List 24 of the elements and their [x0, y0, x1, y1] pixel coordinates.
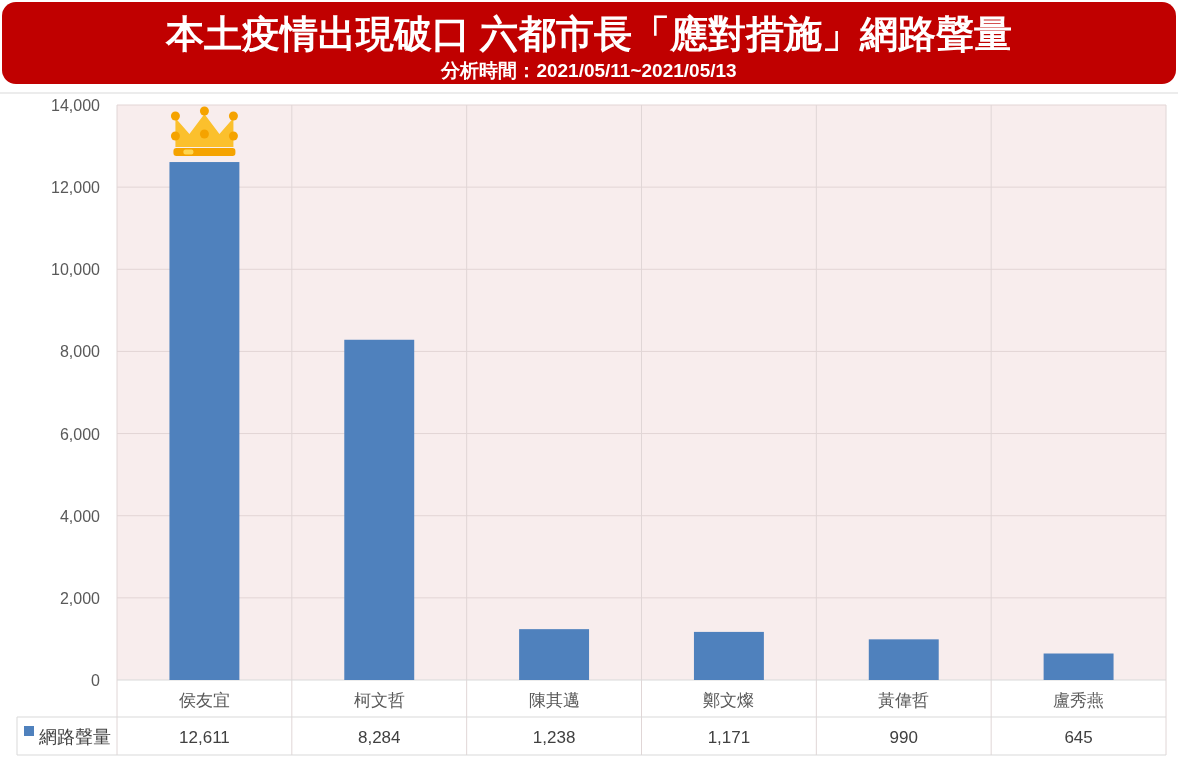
data-label: 12,611 [179, 728, 230, 747]
legend: 網路聲量 [24, 726, 111, 747]
legend-label: 網路聲量 [38, 727, 111, 747]
subtitle: 分析時間：2021/05/11~2021/05/13 [441, 60, 737, 81]
data-label: 1,171 [707, 728, 751, 747]
y-tick-label: 4,000 [59, 507, 101, 525]
data-label: 645 [1064, 728, 1093, 747]
x-tick-label: 柯文哲 [353, 691, 405, 710]
y-tick-label: 2,000 [59, 589, 101, 607]
data-label: 8,284 [358, 728, 401, 747]
x-tick-label: 盧秀燕 [1053, 691, 1105, 710]
y-tick-label: 14,000 [51, 97, 101, 114]
data-label: 990 [889, 728, 918, 747]
x-tick-label: 陳其邁 [528, 691, 580, 710]
x-tick-label: 黃偉哲 [878, 691, 930, 710]
y-tick-label: 0 [91, 672, 101, 689]
y-tick-label: 10,000 [51, 261, 101, 279]
title: 本土疫情出現破口 六都市長「應對措施」網路聲量 [165, 13, 1013, 55]
y-tick-label: 8,000 [59, 343, 101, 361]
x-tick-label: 侯友宜 [178, 691, 230, 710]
y-tick-label: 12,000 [51, 179, 101, 197]
y-tick-label: 6,000 [59, 425, 101, 443]
data-label: 1,238 [532, 728, 576, 747]
x-tick-label: 鄭文燦 [703, 691, 755, 710]
